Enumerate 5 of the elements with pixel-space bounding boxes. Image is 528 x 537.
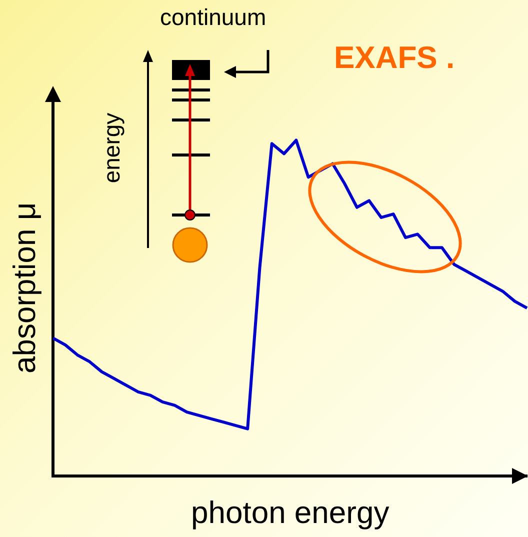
y-axis-title: absorption μ: [7, 202, 42, 374]
annotation: energy: [98, 112, 126, 184]
text: EXAFS .: [334, 40, 455, 76]
x-axis-title: photon energy: [190, 494, 390, 530]
text: continuum: [160, 4, 266, 31]
